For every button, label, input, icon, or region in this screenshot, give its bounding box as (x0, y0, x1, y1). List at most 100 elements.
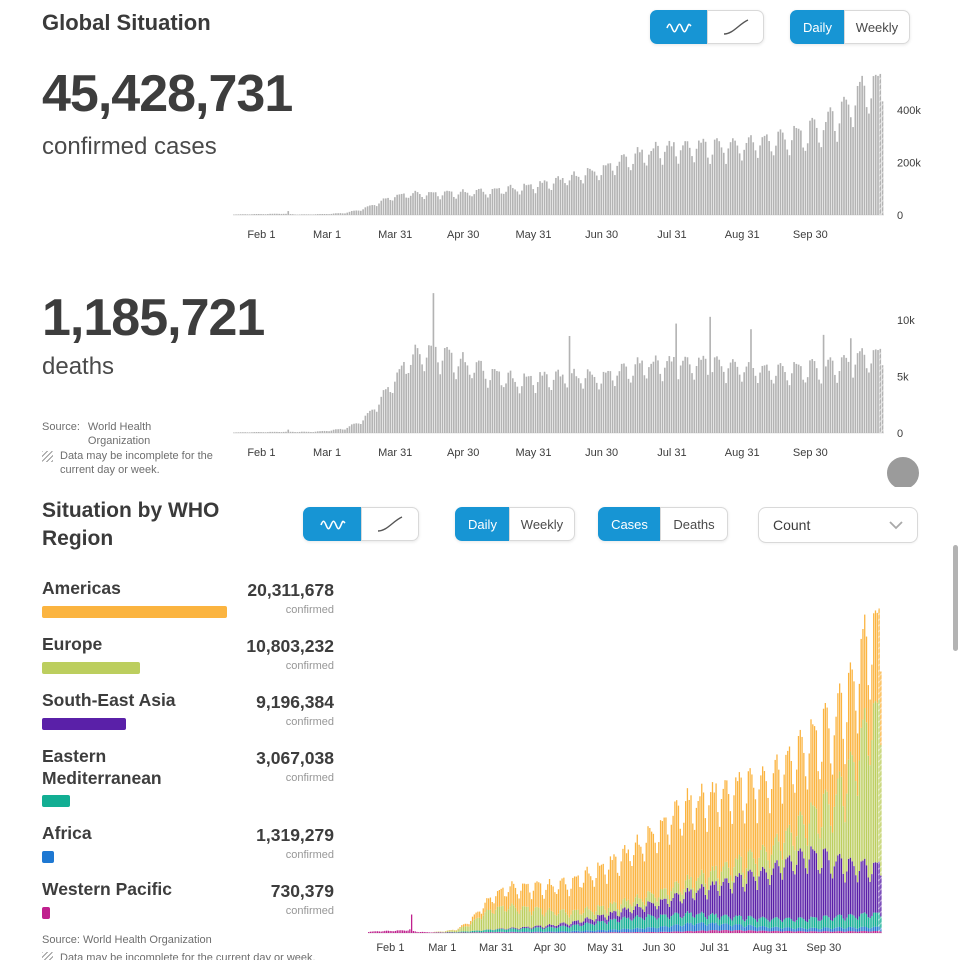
region-color-bar (42, 605, 227, 618)
count-dropdown[interactable]: Count (758, 507, 918, 543)
svg-text:Jul 31: Jul 31 (657, 447, 686, 459)
svg-text:Feb 1: Feb 1 (247, 447, 275, 459)
svg-text:Jul 31: Jul 31 (657, 229, 686, 241)
region-color-bar (42, 661, 140, 674)
region-legend-list: Americas 20,311,678 confirmed Europe 10,803,… (42, 578, 334, 935)
smooth-curve-icon (377, 516, 403, 532)
deaths-value: 1,185,721 (42, 289, 265, 347)
global-deaths-chart[interactable]: Feb 1 Mar 1 Mar 31 Apr 30 May 31 Jun 30 Jul 31… (233, 276, 948, 476)
region-period-toggle: Daily Weekly (455, 507, 575, 541)
region-cumulative-curve-toggle-button[interactable] (361, 507, 419, 541)
svg-text:Mar 31: Mar 31 (378, 447, 412, 459)
svg-text:400k: 400k (897, 105, 921, 117)
svg-text:Aug 31: Aug 31 (725, 447, 760, 459)
daily-bars-toggle-button[interactable] (650, 10, 707, 44)
region-color-bar (42, 795, 70, 808)
deaths-button[interactable]: Deaths (660, 507, 728, 541)
svg-text:0: 0 (897, 210, 903, 222)
region-name: Western Pacific (42, 879, 173, 900)
hatch-pattern-icon (42, 451, 53, 462)
svg-text:Jun 30: Jun 30 (642, 942, 675, 954)
deaths-label: deaths (42, 353, 115, 380)
region-unit-label: confirmed (285, 771, 334, 784)
region-name: Eastern Mediterranean (42, 745, 162, 788)
svg-text:Feb 1: Feb 1 (247, 229, 275, 241)
smooth-curve-icon (723, 19, 748, 35)
count-dropdown-value: Count (773, 517, 811, 533)
region-confirmed-count: 10,803,232 (246, 635, 334, 656)
who-region-section: Situation by WHO Region Daily Weekly Cas… (0, 487, 960, 960)
svg-text:200k: 200k (897, 158, 921, 170)
svg-text:Mar 31: Mar 31 (479, 942, 513, 954)
svg-text:Feb 1: Feb 1 (376, 942, 404, 954)
region-confirmed-count: 1,319,279 (256, 825, 334, 846)
region-confirmed-count: 20,311,678 (247, 580, 334, 600)
region-row: Western Pacific 730,379 confirmed (42, 879, 334, 920)
squiggle-line-icon (319, 520, 346, 530)
global-disclaimer: Data may be incomplete for the current d… (42, 449, 222, 478)
region-disclaimer: Data may be incomplete for the current d… (42, 951, 316, 960)
confirmed-cases-value: 45,428,731 (42, 65, 293, 123)
svg-text:Mar 31: Mar 31 (378, 229, 412, 241)
hatch-pattern-icon (42, 952, 53, 960)
region-color-bar (42, 851, 54, 864)
region-value-block: 20,311,678 confirmed (247, 580, 334, 616)
cumulative-curve-toggle-button[interactable] (707, 10, 764, 44)
chevron-down-icon (889, 520, 903, 529)
region-row: Africa 1,319,279 confirmed (42, 823, 334, 864)
disclaimer-text: Data may be incomplete for the current d… (60, 450, 213, 477)
region-disclaimer-text: Data may be incomplete for the current d… (60, 952, 316, 960)
scrollbar-thumb[interactable] (953, 545, 958, 651)
region-chart-type-toggle (303, 507, 419, 541)
region-name: Africa (42, 823, 92, 844)
source-label: Source: (42, 421, 80, 433)
region-value-block: 1,319,279 confirmed (256, 825, 334, 861)
region-confirmed-count: 730,379 (270, 881, 334, 902)
region-weekly-button[interactable]: Weekly (509, 507, 575, 541)
floating-circle-button[interactable] (887, 457, 919, 489)
global-situation-title: Global Situation (42, 10, 211, 35)
svg-text:5k: 5k (897, 372, 909, 384)
confirmed-cases-label: confirmed cases (42, 133, 217, 160)
region-row: Eastern Mediterranean 3,067,038 confirmed (42, 746, 334, 808)
svg-text:Mar 1: Mar 1 (428, 942, 456, 954)
global-cases-chart[interactable]: Feb 1 Mar 1 Mar 31 Apr 30 May 31 Jun 30 Jul 31… (233, 52, 948, 252)
cases-button[interactable]: Cases (598, 507, 660, 541)
region-row: Europe 10,803,232 confirmed (42, 634, 334, 674)
region-confirmed-count: 9,196,384 (256, 691, 334, 712)
global-chart-type-toggle (650, 10, 764, 44)
svg-text:10k: 10k (897, 315, 915, 327)
region-value-block: 9,196,384 confirmed (256, 692, 334, 728)
svg-text:Sep 30: Sep 30 (793, 229, 828, 241)
region-name: Americas (42, 578, 121, 598)
svg-text:May 31: May 31 (587, 942, 623, 954)
global-source-note: Source: World Health Organization (42, 420, 180, 449)
svg-text:Jun 30: Jun 30 (585, 447, 618, 459)
svg-text:Aug 31: Aug 31 (753, 942, 788, 954)
region-stacked-chart[interactable]: Feb 1 Mar 1 Mar 31 Apr 30 May 31 Jun 30 Jul 31… (358, 580, 958, 960)
region-section-title: Situation by WHO Region (42, 499, 220, 551)
region-daily-bars-toggle-button[interactable] (303, 507, 361, 541)
global-period-toggle: Daily Weekly (790, 10, 910, 44)
source-name: World Health Organization (87, 421, 152, 448)
svg-text:Aug 31: Aug 31 (725, 229, 760, 241)
squiggle-line-icon (666, 23, 692, 33)
region-confirmed-count: 3,067,038 (256, 747, 334, 768)
svg-text:Sep 30: Sep 30 (793, 447, 828, 459)
region-color-bar (42, 717, 126, 730)
weekly-button[interactable]: Weekly (844, 10, 910, 44)
region-row: South-East Asia 9,196,384 confirmed (42, 690, 334, 730)
region-unit-label: confirmed (285, 715, 334, 728)
region-daily-button[interactable]: Daily (455, 507, 509, 541)
region-source-note: Source: World Health Organization (42, 934, 212, 946)
region-unit-label: confirmed (285, 604, 334, 616)
daily-button[interactable]: Daily (790, 10, 844, 44)
svg-text:Apr 30: Apr 30 (534, 942, 566, 954)
region-name: South-East Asia (42, 689, 176, 710)
region-row: Americas 20,311,678 confirmed (42, 578, 334, 618)
region-value-block: 3,067,038 confirmed (256, 748, 334, 784)
svg-text:Jul 31: Jul 31 (700, 942, 729, 954)
svg-text:Sep 30: Sep 30 (806, 942, 841, 954)
region-unit-label: confirmed (285, 849, 334, 862)
